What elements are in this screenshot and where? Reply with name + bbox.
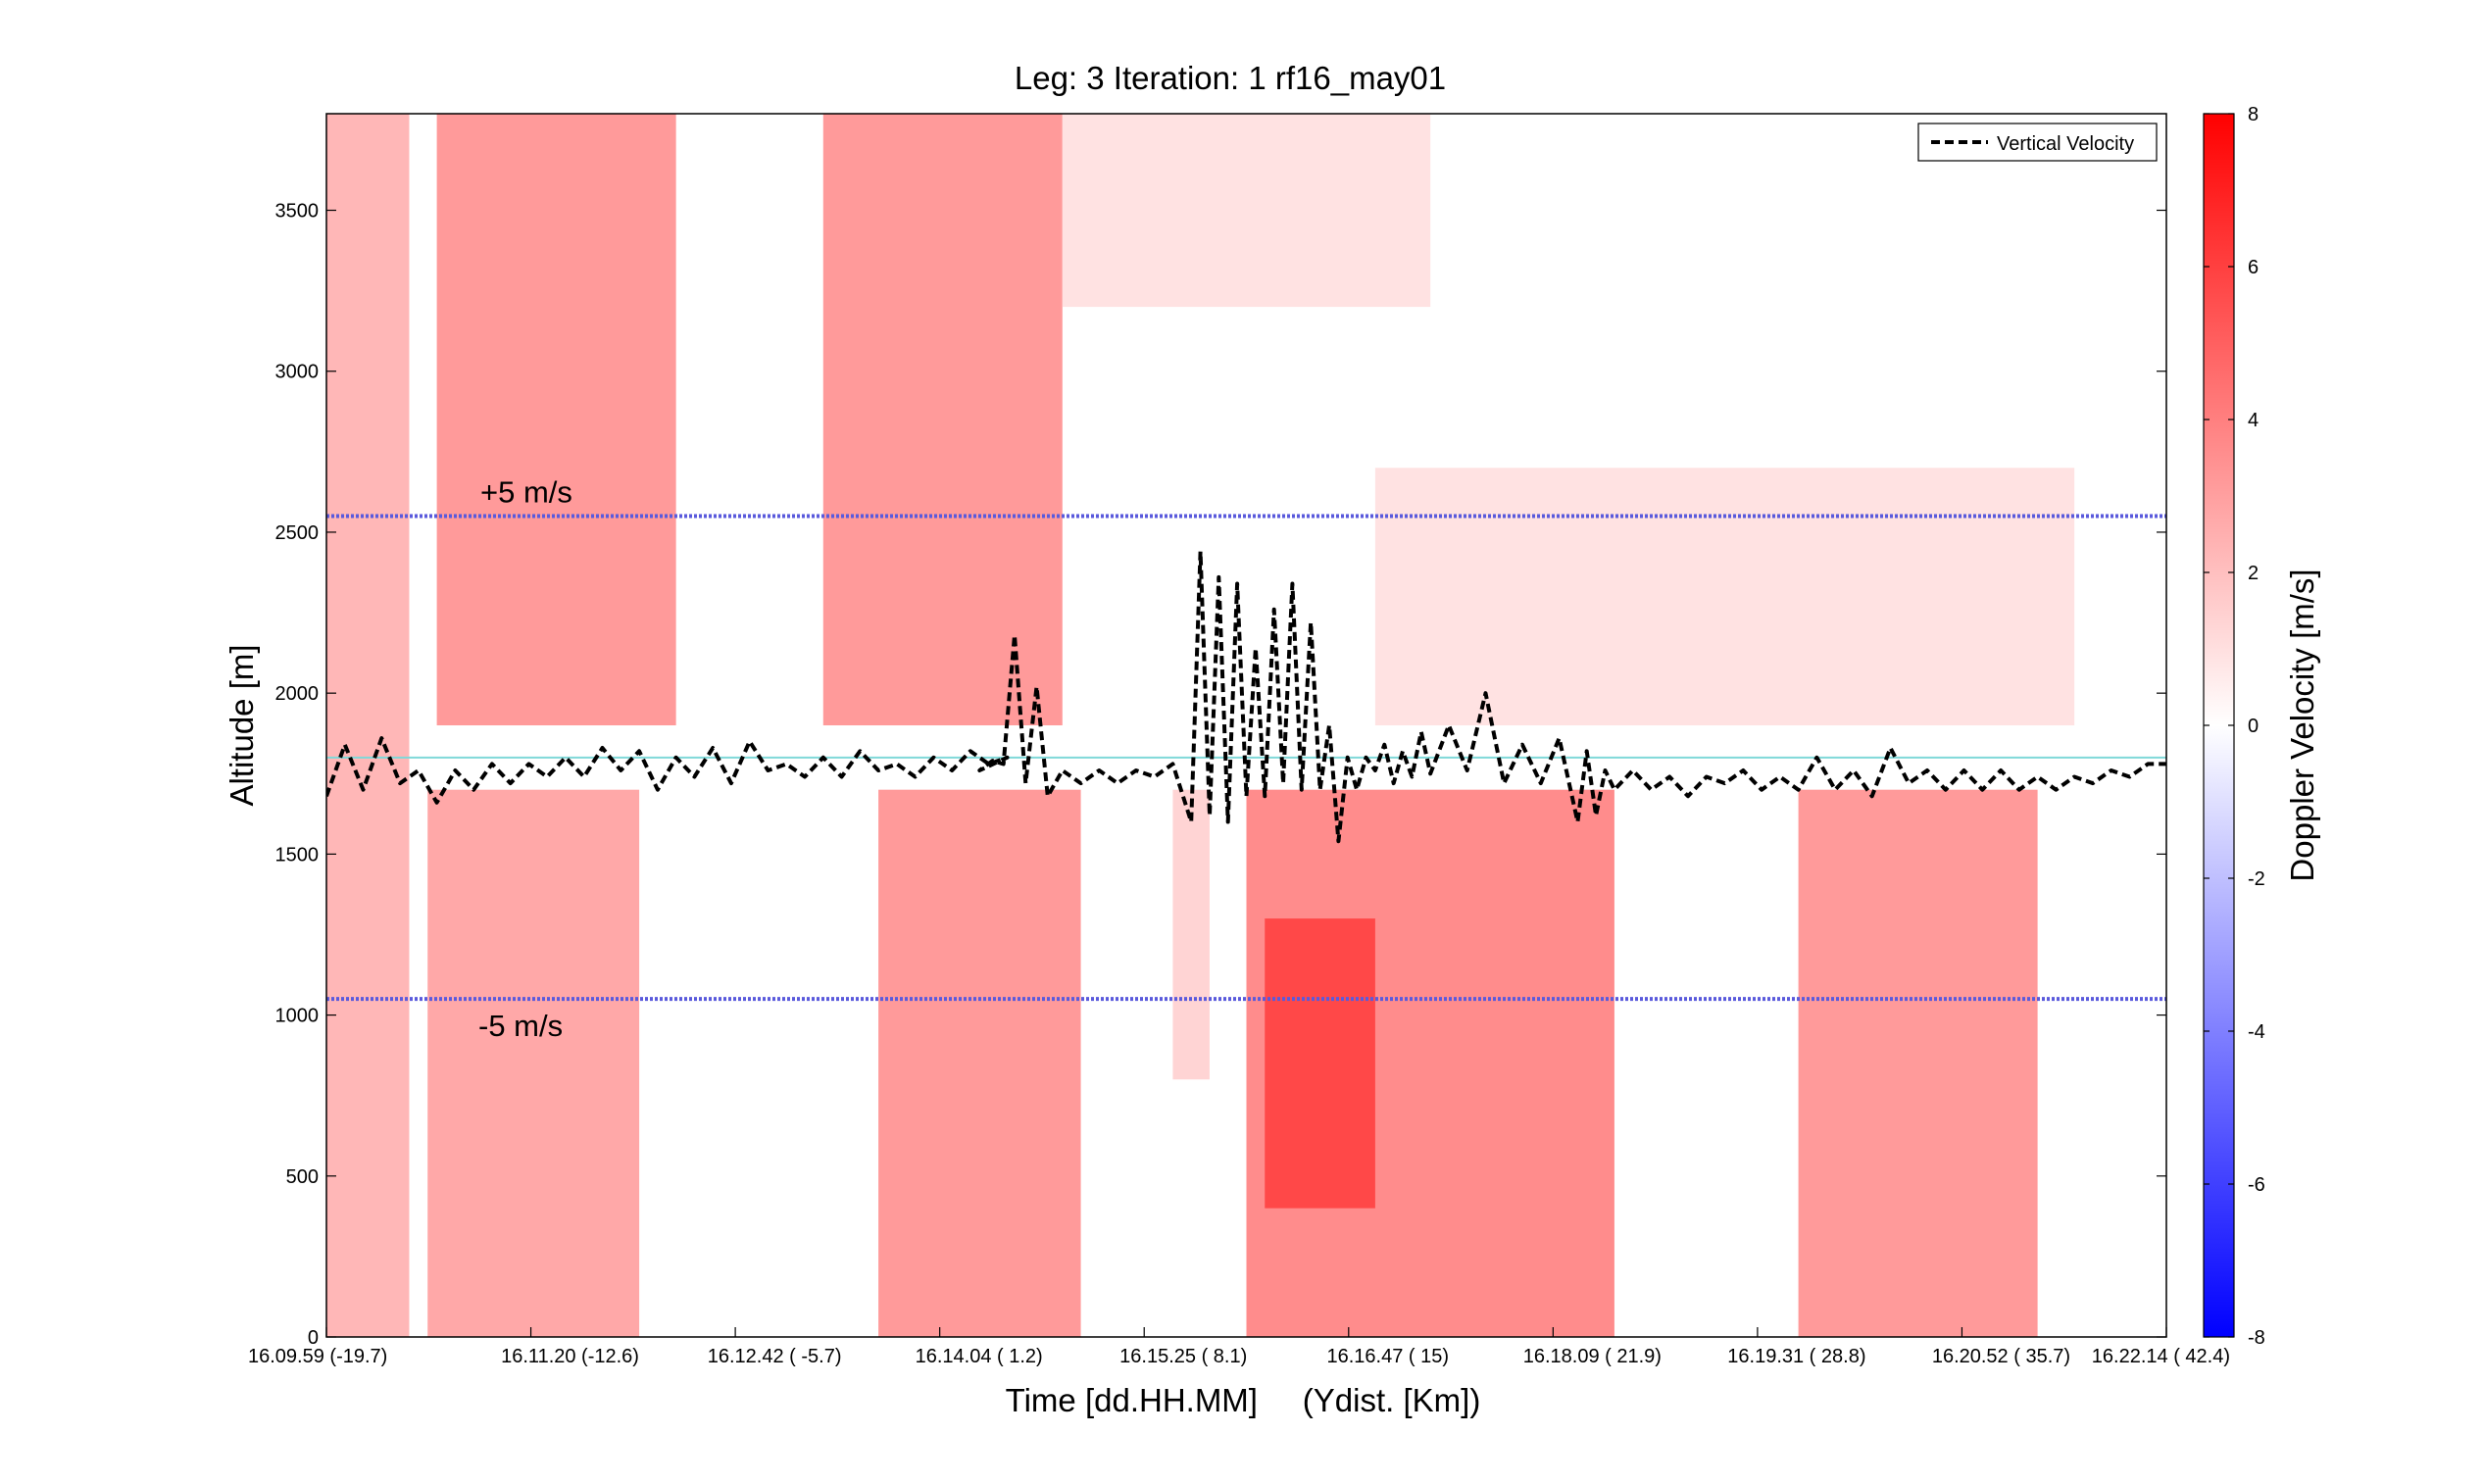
velocity-panel [1798, 789, 2038, 1337]
velocity-panel [822, 114, 1063, 725]
velocity-panel [326, 114, 410, 1337]
x-tick-label: 16.19.31 ( 28.8) [1727, 1346, 1865, 1367]
series-layer [326, 549, 2166, 844]
plot-frame [325, 113, 2167, 1338]
x-tick-label: 16.09.59 (-19.7) [248, 1346, 387, 1367]
colorbar-tick-label: 0 [2248, 716, 2259, 737]
velocity-panel [1062, 114, 1431, 308]
x-tick-label: 16.12.42 ( -5.7) [708, 1346, 842, 1367]
legend-box [1917, 123, 2158, 162]
y-tick-label: 500 [286, 1166, 319, 1188]
x-axis: 16.09.59 (-19.7) 16.11.20 (-12.6) 16.12.42… [248, 1327, 2230, 1367]
x-tick-label: 16.15.25 ( 8.1) [1119, 1346, 1247, 1367]
colorbar-tick-label: -4 [2248, 1021, 2265, 1043]
colorbar-tick-label: 8 [2248, 104, 2259, 125]
colorbar: -8 -6 -4 -2 0 2 4 6 8 Doppler Velocity [m/s] [2203, 104, 2320, 1349]
y-axis: 0 500 1000 1500 2000 2500 3000 3500 [275, 201, 2166, 1349]
threshold-label: -5 m/s [478, 1009, 563, 1043]
y-tick-label: 1500 [275, 844, 320, 866]
threshold-label: +5 m/s [480, 475, 572, 510]
colorbar-tick-label: -8 [2248, 1327, 2265, 1349]
x-tick-label: 16.14.04 ( 1.2) [916, 1346, 1043, 1367]
y-axis-label: Altitude [m] [223, 644, 260, 806]
velocity-panel [878, 789, 1081, 1337]
x-tick-label: 16.20.52 ( 35.7) [1932, 1346, 2070, 1367]
colorbar-tick-label: 6 [2248, 257, 2259, 278]
y-tick-label: 2000 [275, 683, 320, 705]
y-tick-label: 3000 [275, 362, 320, 383]
velocity-panel [1374, 468, 2075, 725]
velocity-panel [427, 789, 640, 1337]
colorbar-tick-label: -6 [2248, 1174, 2265, 1196]
y-tick-label: 1000 [275, 1006, 320, 1027]
x-tick-label: 16.22.14 ( 42.4) [2092, 1346, 2230, 1367]
velocity-panel [436, 114, 676, 725]
y-tick-label: 2500 [275, 522, 320, 544]
colorbar-ticks: -8 -6 -4 -2 0 2 4 6 8 [2204, 104, 2265, 1349]
x-tick-label: 16.16.47 ( 15) [1327, 1346, 1450, 1367]
legend-entry: Vertical Velocity [1997, 133, 2134, 155]
y-tick-label: 0 [308, 1327, 319, 1349]
vertical-velocity-line [326, 549, 2166, 844]
doppler-field [326, 114, 2075, 1337]
y-tick-label: 3500 [275, 201, 320, 223]
x-axis-label: Time [dd.HH.MM] (Ydist. [Km]) [1006, 1382, 1481, 1418]
x-tick-label: 16.11.20 (-12.6) [501, 1346, 639, 1367]
chart-title: Leg: 3 Iteration: 1 rf16_may01 [1015, 60, 1446, 96]
velocity-panel [1265, 918, 1375, 1209]
annotations: +5 m/s -5 m/s [478, 475, 572, 1044]
colorbar-tick-label: -2 [2248, 868, 2265, 890]
velocity-panel [1172, 789, 1210, 1080]
legend: Vertical Velocity [1917, 123, 2158, 162]
colorbar-tick-label: 4 [2248, 410, 2259, 431]
colorbar-label: Doppler Velocity [m/s] [2284, 569, 2320, 881]
colorbar-tick-label: 2 [2248, 563, 2259, 584]
x-tick-label: 16.18.09 ( 21.9) [1523, 1346, 1662, 1367]
